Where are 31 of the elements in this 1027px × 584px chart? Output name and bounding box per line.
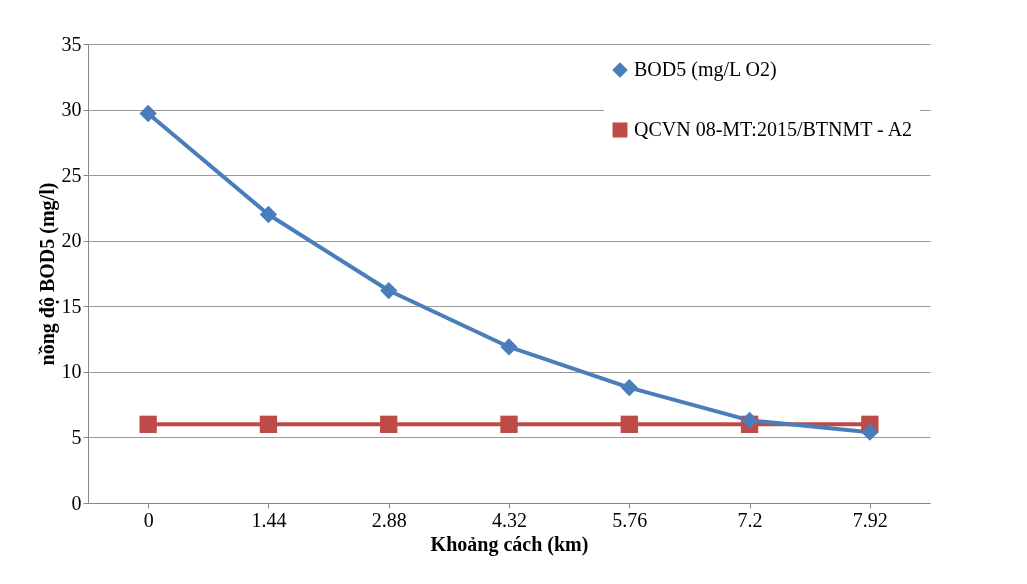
y-tick-label: 0 [71, 491, 82, 514]
y-axis-title: nồng độ BOD5 (mg/l) [35, 182, 59, 366]
point [139, 104, 157, 123]
point [500, 338, 518, 356]
x-axis-title: Khoảng cách (km) [430, 532, 589, 556]
x-tick-label: 5.76 [612, 508, 648, 531]
y-tick-label: 25 [61, 163, 82, 186]
point [620, 378, 638, 397]
point [500, 415, 518, 433]
point [139, 415, 157, 433]
point [380, 281, 398, 300]
x-tick-label: 7.92 [852, 508, 888, 531]
point [740, 411, 759, 430]
point [380, 415, 398, 433]
y-tick-label: 30 [61, 98, 82, 121]
x-tick-label: 0 [143, 508, 154, 531]
x-tick-label: 2.88 [371, 508, 407, 531]
point [259, 205, 278, 224]
point [259, 415, 278, 433]
y-tick-label: 35 [61, 32, 82, 55]
x-tick-label: 1.44 [251, 508, 287, 531]
legend-label: BOD5 (mg/L O2) [634, 58, 777, 81]
y-tick-label: 20 [61, 229, 82, 252]
y-tick-label: 15 [61, 294, 82, 317]
y-tick-label: 10 [61, 360, 82, 383]
point [861, 423, 879, 441]
x-tick-label: 7.2 [737, 508, 763, 531]
x-tick-label: 4.32 [492, 508, 527, 531]
legend-label: QCVN 08-MT:2015/BTNMT - A2 [634, 118, 913, 140]
point [620, 415, 638, 433]
y-tick-label: 5 [71, 425, 82, 448]
